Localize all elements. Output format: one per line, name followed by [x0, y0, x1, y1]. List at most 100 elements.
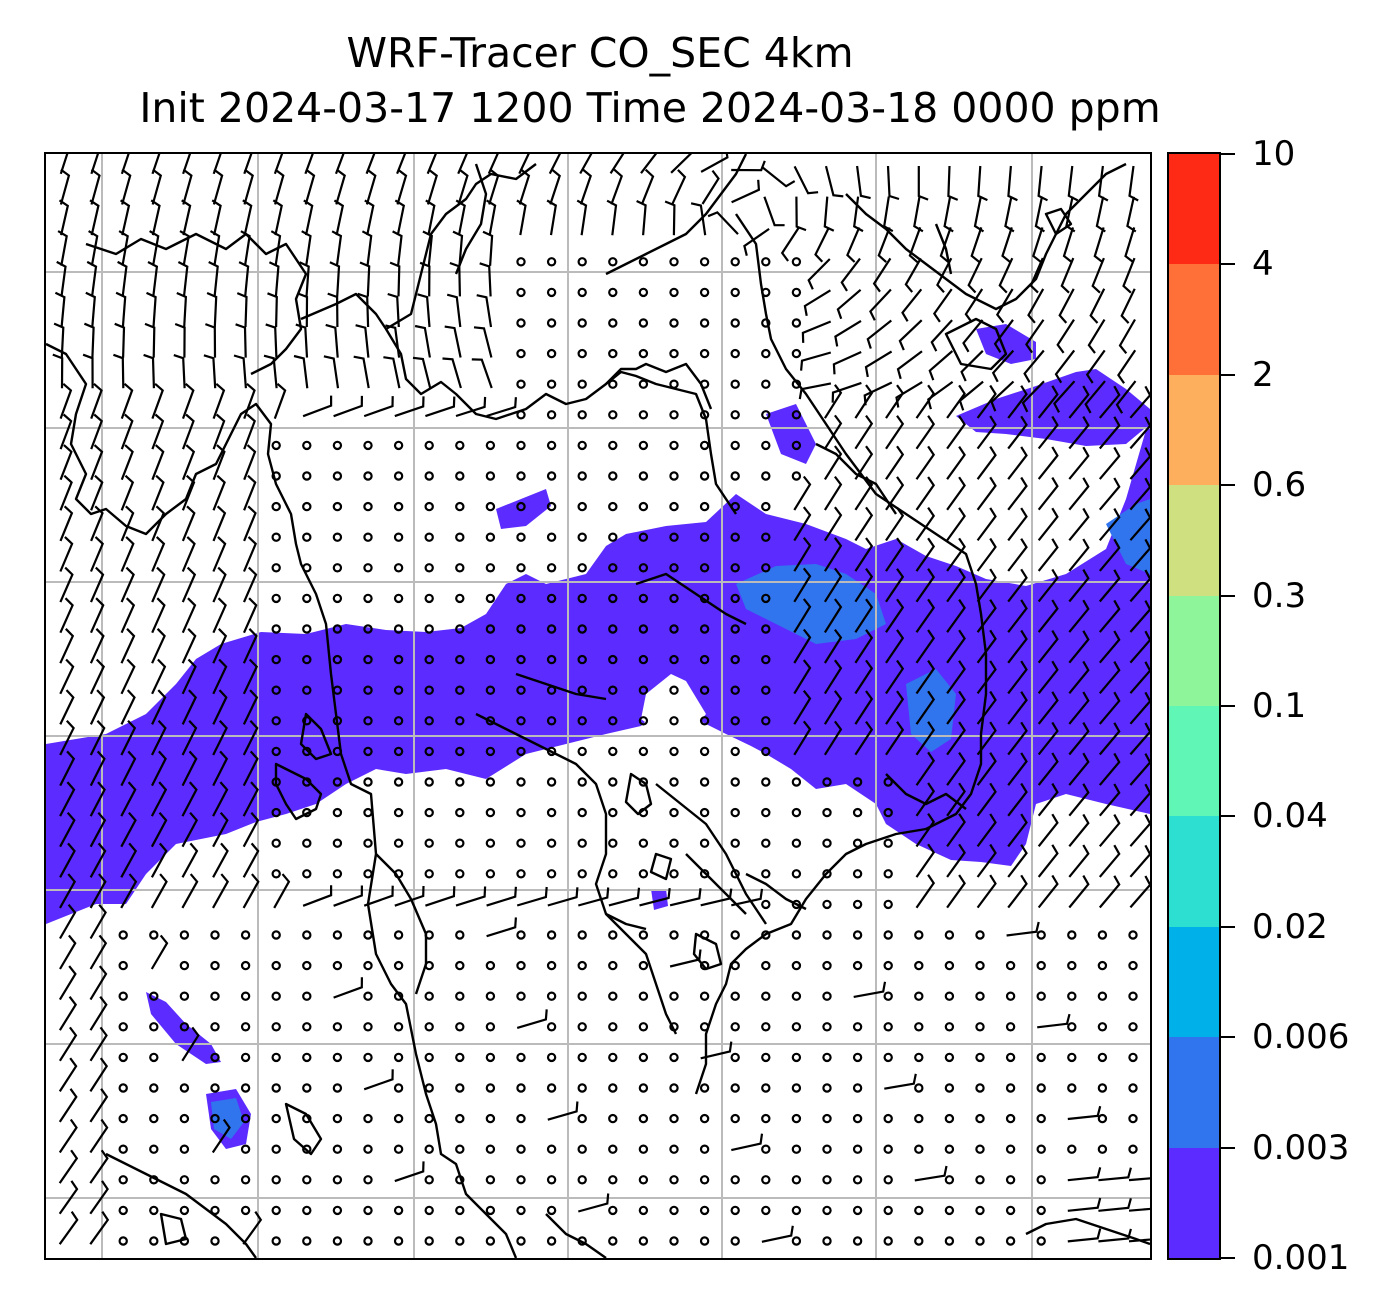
calm-wind-marker	[332, 1236, 343, 1246]
wind-barb	[482, 230, 494, 266]
wind-barb	[1098, 1228, 1132, 1243]
wind-barb	[1089, 288, 1106, 324]
calm-wind-marker	[455, 1083, 465, 1093]
calm-wind-marker	[179, 1022, 190, 1032]
wind-barb	[88, 230, 99, 266]
calm-wind-marker	[271, 991, 281, 1001]
calm-wind-marker	[546, 440, 557, 451]
calm-wind-marker	[669, 654, 679, 665]
calm-wind-marker	[822, 1022, 832, 1032]
wind-barb	[242, 873, 260, 909]
calm-wind-marker	[1005, 1236, 1016, 1246]
calm-wind-marker	[699, 991, 710, 1001]
colorbar-tick	[1221, 1146, 1235, 1149]
wind-barb	[1115, 380, 1137, 414]
calm-wind-marker	[210, 1022, 220, 1032]
calm-wind-marker	[852, 899, 863, 910]
calm-wind-marker	[669, 624, 679, 634]
wind-barb	[150, 199, 161, 236]
wind-barb	[1068, 538, 1090, 572]
calm-wind-marker	[577, 746, 587, 757]
wind-barb	[52, 353, 64, 389]
calm-wind-marker	[118, 960, 128, 971]
wind-barb	[898, 319, 923, 351]
wind-barb	[885, 445, 905, 480]
wind-barb	[1037, 691, 1059, 725]
calm-wind-marker	[1067, 1083, 1077, 1093]
wind-barb	[89, 842, 107, 878]
calm-wind-marker	[332, 838, 343, 848]
calm-wind-marker	[577, 1052, 587, 1063]
calm-wind-marker	[179, 1113, 190, 1124]
calm-wind-marker	[271, 563, 281, 573]
wind-barb	[976, 660, 997, 695]
wind-barb	[205, 323, 217, 358]
calm-wind-marker	[485, 532, 496, 542]
wind-barb	[89, 934, 108, 970]
calm-wind-marker	[699, 1022, 710, 1032]
calm-wind-marker	[761, 869, 771, 879]
wind-barb	[182, 154, 192, 175]
calm-wind-marker	[240, 1144, 251, 1154]
calm-wind-marker	[149, 930, 159, 940]
wind-barb	[731, 1133, 764, 1152]
calm-wind-marker	[914, 1022, 924, 1032]
calm-wind-marker	[271, 1144, 281, 1154]
calm-wind-marker	[363, 930, 373, 940]
wind-barb	[516, 1009, 548, 1029]
calm-wind-marker	[516, 287, 526, 298]
wind-barb	[89, 1057, 109, 1092]
calm-wind-marker	[791, 869, 802, 879]
calm-wind-marker	[852, 869, 863, 879]
wind-barb	[1037, 844, 1059, 878]
wind-barb	[297, 292, 309, 328]
calm-wind-marker	[424, 991, 434, 1001]
calm-wind-marker	[1005, 1144, 1016, 1154]
wind-barb	[639, 887, 671, 907]
calm-wind-marker	[822, 1236, 832, 1246]
calm-wind-marker	[761, 746, 771, 757]
wind-barb	[915, 843, 936, 878]
wind-barb	[1118, 318, 1136, 354]
wind-barb	[1129, 508, 1150, 541]
wind-barb	[181, 382, 195, 419]
calm-wind-marker	[393, 930, 404, 940]
calm-wind-marker	[699, 1175, 710, 1185]
calm-wind-marker	[179, 930, 190, 940]
plume-hole	[641, 674, 706, 739]
wind-barb	[361, 230, 373, 266]
wind-barb	[1129, 753, 1150, 786]
calm-wind-marker	[669, 1113, 679, 1124]
wind-barb	[120, 720, 137, 756]
calm-wind-marker	[914, 1052, 924, 1063]
wind-barb	[59, 842, 76, 878]
wind-barb	[814, 227, 830, 263]
wind-barb	[1037, 813, 1059, 847]
calm-wind-marker	[424, 654, 434, 665]
wind-barb	[1128, 1207, 1150, 1212]
wind-barb	[211, 1118, 231, 1154]
calm-wind-marker	[699, 838, 710, 848]
calm-wind-marker	[210, 1113, 220, 1124]
calm-wind-marker	[302, 991, 312, 1001]
wind-barb	[915, 568, 936, 603]
wind-barb	[89, 904, 107, 940]
calm-wind-marker	[302, 807, 312, 818]
calm-wind-marker	[822, 1052, 832, 1063]
calm-wind-marker	[516, 1236, 526, 1246]
calm-wind-marker	[455, 838, 465, 848]
calm-wind-marker	[302, 1236, 312, 1246]
calm-wind-marker	[883, 1236, 893, 1246]
wind-barb	[932, 288, 953, 323]
colorbar-tick	[1221, 705, 1235, 707]
wind-barb	[394, 1161, 425, 1183]
wind-barb	[487, 154, 499, 175]
wind-barb	[1098, 446, 1121, 480]
wind-barb	[854, 506, 874, 542]
calm-wind-marker	[271, 1205, 281, 1216]
calm-wind-marker	[791, 318, 802, 328]
calm-wind-marker	[424, 807, 434, 818]
calm-wind-marker	[516, 348, 526, 359]
calm-wind-marker	[302, 1175, 312, 1185]
wind-barb	[824, 165, 844, 198]
